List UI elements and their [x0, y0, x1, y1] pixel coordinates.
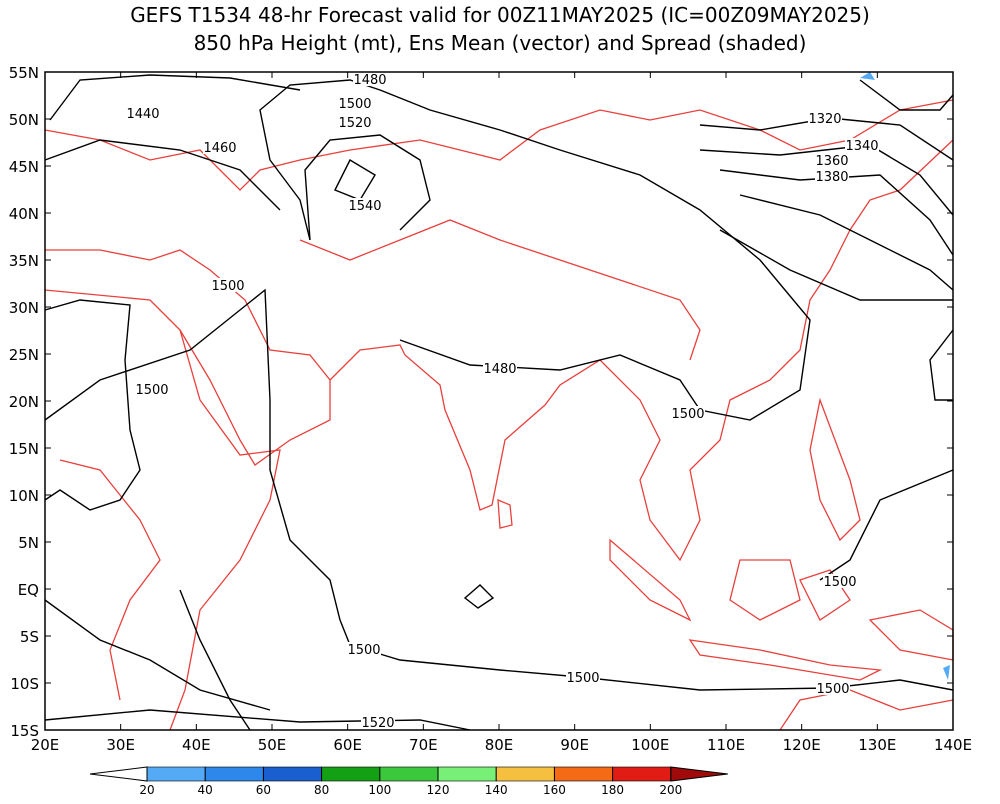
colorbar-label: 180 — [601, 783, 624, 797]
lat-label: 20N — [9, 393, 39, 411]
map: 1480 1440 1460 1500 1520 1540 1500 1500 1480 1500… — [44, 71, 954, 731]
contour-label-bg — [203, 140, 237, 154]
title-line-1: GEFS T1534 48-hr Forecast valid for 00Z1… — [130, 3, 870, 27]
map-background — [45, 72, 953, 730]
contour-label-bg — [671, 406, 705, 420]
spread-shade — [943, 665, 950, 680]
lat-label: 40N — [9, 205, 39, 223]
colorbar-segment — [263, 766, 322, 782]
colorbar-label: 60 — [256, 783, 271, 797]
contour-label-bg — [126, 106, 160, 120]
contour-label: 1480 — [353, 73, 386, 88]
lat-label: 10N — [9, 487, 39, 505]
contour-label: 1320 — [808, 112, 841, 127]
colorbar-segment — [554, 766, 613, 782]
lat-label: 15N — [9, 440, 39, 458]
contour-label: 1440 — [126, 107, 159, 122]
lon-label: 20E — [31, 736, 60, 754]
contour-label: 1500 — [338, 97, 371, 112]
contour-label: 1500 — [671, 407, 704, 422]
contour-label-bg — [566, 670, 600, 684]
colorbar-segment — [437, 766, 497, 782]
contour-label-bg — [815, 153, 849, 167]
contour-label: 1460 — [203, 141, 236, 156]
contour-label: 1340 — [845, 139, 878, 154]
contour-label-bg — [845, 138, 879, 152]
contour-label-bg — [816, 681, 850, 695]
contour-label: 1500 — [347, 643, 380, 658]
lat-label: 25N — [9, 346, 39, 364]
lat-label: 5S — [20, 628, 39, 646]
lon-label: 140E — [934, 736, 972, 754]
contour-label-bg — [353, 72, 387, 86]
axes: 20E 30E 40E 50E 60E 70E 80E 90E 100E 110E 120E 130E… — [9, 64, 972, 754]
contour-label-bg — [808, 111, 842, 125]
contour-label-bg — [338, 115, 372, 129]
colorbar-label: 20 — [139, 783, 154, 797]
contour-label-bg — [815, 169, 849, 183]
colorbar-segment — [379, 766, 439, 782]
colorbar-segment — [146, 766, 206, 782]
lon-label: 40E — [182, 736, 211, 754]
lat-label: 15S — [10, 722, 39, 740]
contour-label-bg — [338, 96, 372, 110]
lat-label: 50N — [9, 111, 39, 129]
lat-label: 10S — [10, 675, 39, 693]
contour-label: 1520 — [361, 716, 394, 731]
colorbar-end — [89, 766, 148, 782]
colorbar: 20 40 60 80 100 120 140 160 180 200 — [89, 766, 728, 797]
colorbar-label: 40 — [198, 783, 213, 797]
contour-label: 1360 — [815, 154, 848, 169]
contour-label: 1500 — [823, 575, 856, 590]
contour-label-bg — [483, 361, 517, 375]
colorbar-label: 100 — [368, 783, 391, 797]
lon-label: 80E — [485, 736, 514, 754]
lat-label: 55N — [9, 64, 39, 82]
spread-shade — [860, 72, 875, 80]
contour-label: 1480 — [483, 362, 516, 377]
lat-label: 35N — [9, 252, 39, 270]
contour-label: 1500 — [211, 279, 244, 294]
colorbar-label: 80 — [314, 783, 329, 797]
contour-label: 1500 — [135, 383, 168, 398]
lon-label: 50E — [258, 736, 287, 754]
lat-label: 30N — [9, 299, 39, 317]
lat-label: 5N — [18, 534, 39, 552]
contour-label: 1540 — [348, 199, 381, 214]
contour-label: 1500 — [816, 682, 849, 697]
contour-label: 1500 — [566, 671, 599, 686]
contour-label: 1520 — [338, 116, 371, 131]
contour-label-bg — [347, 642, 381, 656]
colorbar-label: 160 — [543, 783, 566, 797]
contour-label: 1380 — [815, 170, 848, 185]
lon-label: 30E — [106, 736, 135, 754]
contour-labels: 1480 1440 1460 1500 1520 1540 1500 1500 1480 1500… — [126, 72, 879, 731]
contour-label-bg — [135, 382, 169, 396]
contour-label-bg — [348, 198, 382, 212]
lon-label: 70E — [409, 736, 438, 754]
colorbar-segment — [321, 766, 381, 782]
colorbar-segment — [204, 766, 264, 782]
contour-label-bg — [361, 715, 395, 729]
lat-label: 45N — [9, 158, 39, 176]
lon-label: 100E — [631, 736, 669, 754]
title-line-2: 850 hPa Height (mt), Ens Mean (vector) a… — [194, 31, 807, 55]
colorbar-label: 140 — [485, 783, 508, 797]
lon-label: 90E — [560, 736, 589, 754]
colorbar-segment — [495, 766, 555, 782]
lon-label: 110E — [707, 736, 745, 754]
height-contours — [44, 74, 954, 731]
contour-label-bg — [211, 278, 245, 292]
lon-label: 60E — [333, 736, 362, 754]
contour-label-bg — [823, 574, 857, 588]
lat-label: EQ — [18, 581, 39, 599]
colorbar-label: 120 — [427, 783, 450, 797]
colorbar-end — [670, 766, 728, 782]
colorbar-label: 200 — [659, 783, 682, 797]
lon-label: 120E — [783, 736, 821, 754]
colorbar-segment — [612, 766, 672, 782]
lon-label: 130E — [858, 736, 896, 754]
